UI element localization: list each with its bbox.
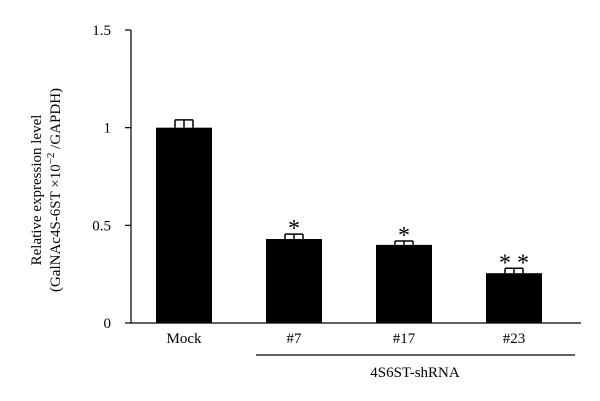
y-tick-label: 1.5	[92, 23, 111, 39]
group-label: 4S6ST-shRNA	[370, 365, 460, 381]
y-axis-label-line2-start: (GalNAc4S-6ST ×10	[48, 164, 64, 292]
labels: Mock #7 * #17 * #23 * *	[167, 216, 530, 347]
bars	[156, 119, 542, 324]
y-axis-label: Relative expression level (GalNAc4S-6ST …	[29, 88, 64, 292]
x-tick-label: Mock	[167, 331, 202, 347]
bar	[486, 273, 542, 323]
y-tick-label: 0.5	[92, 218, 111, 234]
significance-marker: * *	[499, 250, 529, 276]
x-tick-label: #7	[287, 331, 303, 347]
y-axis-label-line2-end: /GAPDH)	[48, 88, 64, 153]
group-bracket: 4S6ST-shRNA	[256, 354, 575, 381]
x-tick-label: #23	[503, 331, 526, 347]
y-axis-label-line1: Relative expression level	[29, 115, 45, 266]
bar	[266, 239, 322, 323]
y-axis-label-superscript: −2	[45, 153, 57, 165]
y-tick-label: 0	[104, 316, 112, 332]
bar	[156, 127, 212, 324]
significance-marker: *	[398, 223, 410, 249]
significance-marker: *	[288, 216, 300, 242]
bar	[376, 244, 432, 323]
x-tick-label: #17	[393, 331, 416, 347]
y-axis-label-line2: (GalNAc4S-6ST ×10−2 /GAPDH)	[45, 88, 64, 292]
y-tick-label: 1	[104, 121, 112, 137]
